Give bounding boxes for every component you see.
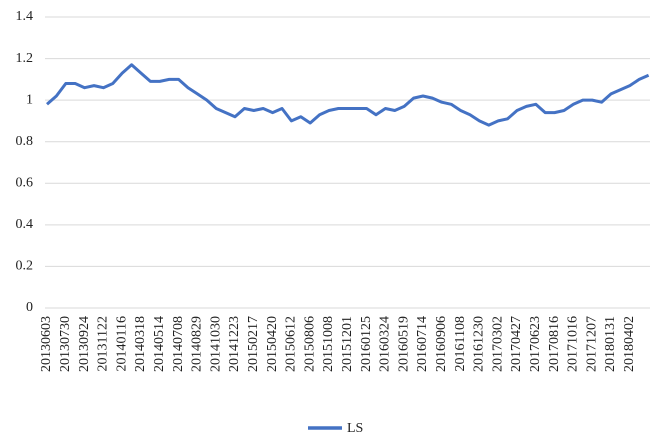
x-tick-label: 20150217 [246, 316, 261, 372]
y-tick-label: 0.8 [16, 134, 34, 149]
y-tick-label: 0.4 [16, 217, 34, 232]
x-tick-label: 20180402 [622, 316, 637, 372]
x-tick-label: 20170302 [490, 316, 505, 372]
x-tick-label: 20150806 [302, 316, 317, 372]
x-tick-label: 20160519 [396, 316, 411, 372]
x-tick-label: 20161108 [453, 316, 468, 371]
x-tick-label: 20150420 [265, 316, 280, 372]
x-tick-label: 20171207 [584, 316, 599, 372]
x-tick-label: 20170816 [547, 316, 562, 372]
x-tick-label: 20131122 [96, 316, 111, 371]
x-tick-label: 20160714 [415, 316, 430, 372]
x-tick-label: 20130603 [39, 316, 54, 372]
x-tick-label: 20141030 [208, 316, 223, 372]
x-tick-label: 20130730 [58, 316, 73, 372]
y-tick-label: 1.4 [16, 9, 34, 24]
x-tick-label: 20170427 [509, 316, 524, 372]
x-tick-label: 20160125 [359, 316, 374, 372]
x-tick-label: 20140708 [171, 316, 186, 372]
x-tick-label: 20130924 [77, 316, 92, 372]
y-tick-label: 0 [26, 300, 33, 315]
x-tick-label: 20140116 [114, 316, 129, 371]
x-tick-label: 20151201 [340, 316, 355, 372]
x-tick-label: 20140318 [133, 316, 148, 372]
x-tick-label: 20160906 [434, 316, 449, 372]
x-tick-label: 20140829 [190, 316, 205, 372]
x-tick-label: 20161230 [472, 316, 487, 372]
x-tick-label: 20140514 [152, 316, 167, 372]
x-tick-label: 20160324 [378, 316, 393, 372]
x-tick-label: 20141223 [227, 316, 242, 372]
x-tick-label: 20170623 [528, 316, 543, 372]
x-tick-label: 20151008 [321, 316, 336, 372]
y-tick-label: 0.2 [16, 259, 34, 274]
y-tick-label: 1.2 [16, 51, 34, 66]
x-tick-label: 20180131 [603, 316, 618, 372]
legend-label: LS [347, 421, 363, 436]
data-line [46, 63, 650, 127]
x-tick-label: 20171016 [566, 316, 581, 372]
x-tick-label: 20150612 [284, 316, 299, 372]
y-tick-label: 1 [26, 92, 33, 107]
y-tick-label: 0.6 [16, 176, 34, 191]
